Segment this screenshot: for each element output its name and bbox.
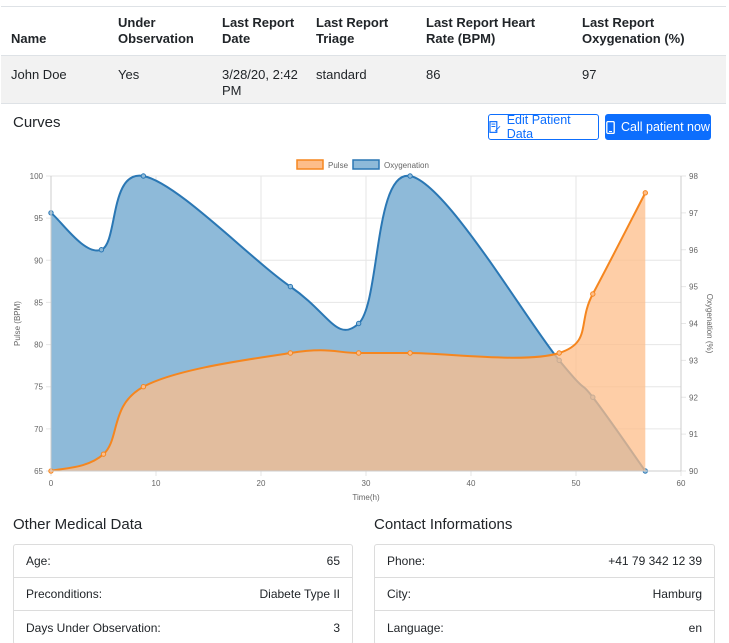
- cell-heart-rate: 86: [416, 55, 572, 104]
- y-left-tick-label: 75: [34, 383, 43, 392]
- legend-swatch-pulse: [296, 159, 324, 170]
- days-value: 3: [333, 620, 340, 635]
- data-point-oxygenation: [98, 247, 105, 253]
- medical-data-title: Other Medical Data: [13, 516, 143, 533]
- data-point-pulse: [355, 350, 362, 356]
- days-label: Days Under Observation:: [26, 620, 161, 635]
- y-left-tick-label: 65: [34, 467, 43, 476]
- cell-last-report-triage: standard: [306, 55, 416, 104]
- y-right-tick-label: 97: [689, 209, 698, 218]
- curves-title: Curves: [13, 114, 61, 131]
- header-name: Name: [1, 6, 108, 56]
- y-right-tick-label: 90: [689, 467, 698, 476]
- y-left-tick-label: 80: [34, 341, 43, 350]
- phone-value: +41 79 342 12 39: [608, 554, 702, 568]
- language-value: en: [688, 620, 702, 635]
- data-point-oxygenation: [287, 283, 294, 290]
- data-point-pulse: [100, 451, 107, 457]
- legend-label-pulse: Pulse: [328, 161, 349, 170]
- y-right-tick-label: 94: [689, 320, 698, 329]
- legend-swatch-oxygenation: [352, 159, 380, 170]
- data-point-pulse: [407, 350, 413, 356]
- series-area-pulse: [51, 192, 646, 471]
- age-label: Age:: [26, 554, 51, 568]
- table-header-row: Name Under Observation Last Report Date …: [1, 6, 726, 56]
- x-tick-label: 60: [677, 479, 686, 488]
- edit-document-icon: [489, 121, 501, 133]
- legend-label-oxygenation: Oxygenation: [384, 161, 429, 170]
- info-row-preconditions: Preconditions: Diabete Type II: [14, 578, 352, 611]
- edit-patient-data-button[interactable]: Edit Patient Data: [488, 113, 599, 141]
- y-left-tick-label: 100: [30, 172, 44, 181]
- phone-icon: [606, 120, 615, 134]
- city-label: City:: [387, 587, 411, 601]
- x-tick-label: 10: [152, 479, 161, 488]
- table-row: John Doe Yes 3/28/20, 2:42 PM standard 8…: [1, 55, 726, 104]
- preconditions-value: Diabete Type II: [259, 587, 341, 601]
- header-under-observation: Under Observation: [108, 6, 212, 56]
- cell-last-report-date: 3/28/20, 2:42 PM: [212, 55, 306, 104]
- y-left-axis-label: Pulse (BPM): [13, 301, 22, 346]
- call-patient-button[interactable]: Call patient now: [605, 114, 711, 140]
- cell-name: John Doe: [1, 55, 108, 104]
- y-right-axis-label: Oxygenation (%): [705, 294, 714, 354]
- y-right-tick-label: 91: [689, 430, 698, 439]
- data-point-pulse: [287, 350, 294, 356]
- city-value: Hamburg: [652, 587, 702, 601]
- curves-chart: 0 10 20 30 40 50 60 65 70 75 80 85 90 95 100 90 91 92 93 94…: [13, 159, 714, 502]
- info-row-age: Age: 65: [14, 545, 352, 578]
- x-axis-label: Time(h): [352, 493, 380, 502]
- x-tick-label: 50: [572, 479, 581, 488]
- y-right-tick-label: 96: [689, 246, 698, 255]
- header-oxygenation: Last Report Oxygenation (%): [572, 6, 726, 56]
- y-right-tick-label: 93: [689, 356, 698, 365]
- info-row-days-under-observation: Days Under Observation: 3: [14, 611, 352, 643]
- y-left-tick-label: 95: [34, 214, 43, 223]
- contact-info-title: Contact Informations: [374, 516, 513, 533]
- header-last-report-triage: Last Report Triage: [306, 6, 416, 56]
- info-row-city: City: Hamburg: [375, 578, 714, 611]
- y-left-tick-label: 85: [34, 298, 43, 307]
- phone-label: Phone:: [387, 554, 426, 568]
- contact-info-card: Phone: +41 79 342 12 39 City: Hamburg La…: [374, 544, 715, 643]
- edit-patient-data-label: Edit Patient Data: [506, 113, 571, 141]
- preconditions-label: Preconditions:: [26, 587, 103, 601]
- x-tick-label: 40: [467, 479, 476, 488]
- data-point-pulse: [556, 350, 562, 356]
- medical-data-card: Age: 65 Preconditions: Diabete Type II D…: [13, 544, 353, 643]
- data-point-oxygenation: [355, 320, 362, 327]
- y-left-tick-label: 70: [34, 425, 43, 434]
- cell-under-observation: Yes: [108, 55, 212, 104]
- y-right-tick-label: 98: [689, 172, 698, 181]
- y-left-tick-label: 90: [34, 256, 43, 265]
- age-value: 65: [326, 554, 340, 568]
- header-last-report-date: Last Report Date: [212, 6, 306, 56]
- y-right-tick-label: 92: [689, 393, 698, 402]
- data-point-pulse: [590, 291, 596, 297]
- data-point-pulse: [642, 190, 648, 196]
- x-tick-label: 20: [257, 479, 266, 488]
- info-row-phone: Phone: +41 79 342 12 39: [375, 545, 714, 578]
- data-point-oxygenation: [407, 173, 413, 179]
- cell-oxygenation: 97: [572, 55, 726, 104]
- y-right-tick-label: 95: [689, 283, 698, 292]
- data-point-oxygenation: [140, 173, 147, 179]
- info-row-language: Language: en: [375, 611, 714, 643]
- language-label: Language:: [387, 620, 444, 635]
- patient-table: Name Under Observation Last Report Date …: [1, 6, 726, 104]
- header-heart-rate: Last Report Heart Rate (BPM): [416, 6, 572, 56]
- x-tick-label: 0: [49, 479, 54, 488]
- call-patient-label: Call patient now: [621, 120, 710, 134]
- x-tick-label: 30: [362, 479, 371, 488]
- data-point-pulse: [140, 384, 147, 390]
